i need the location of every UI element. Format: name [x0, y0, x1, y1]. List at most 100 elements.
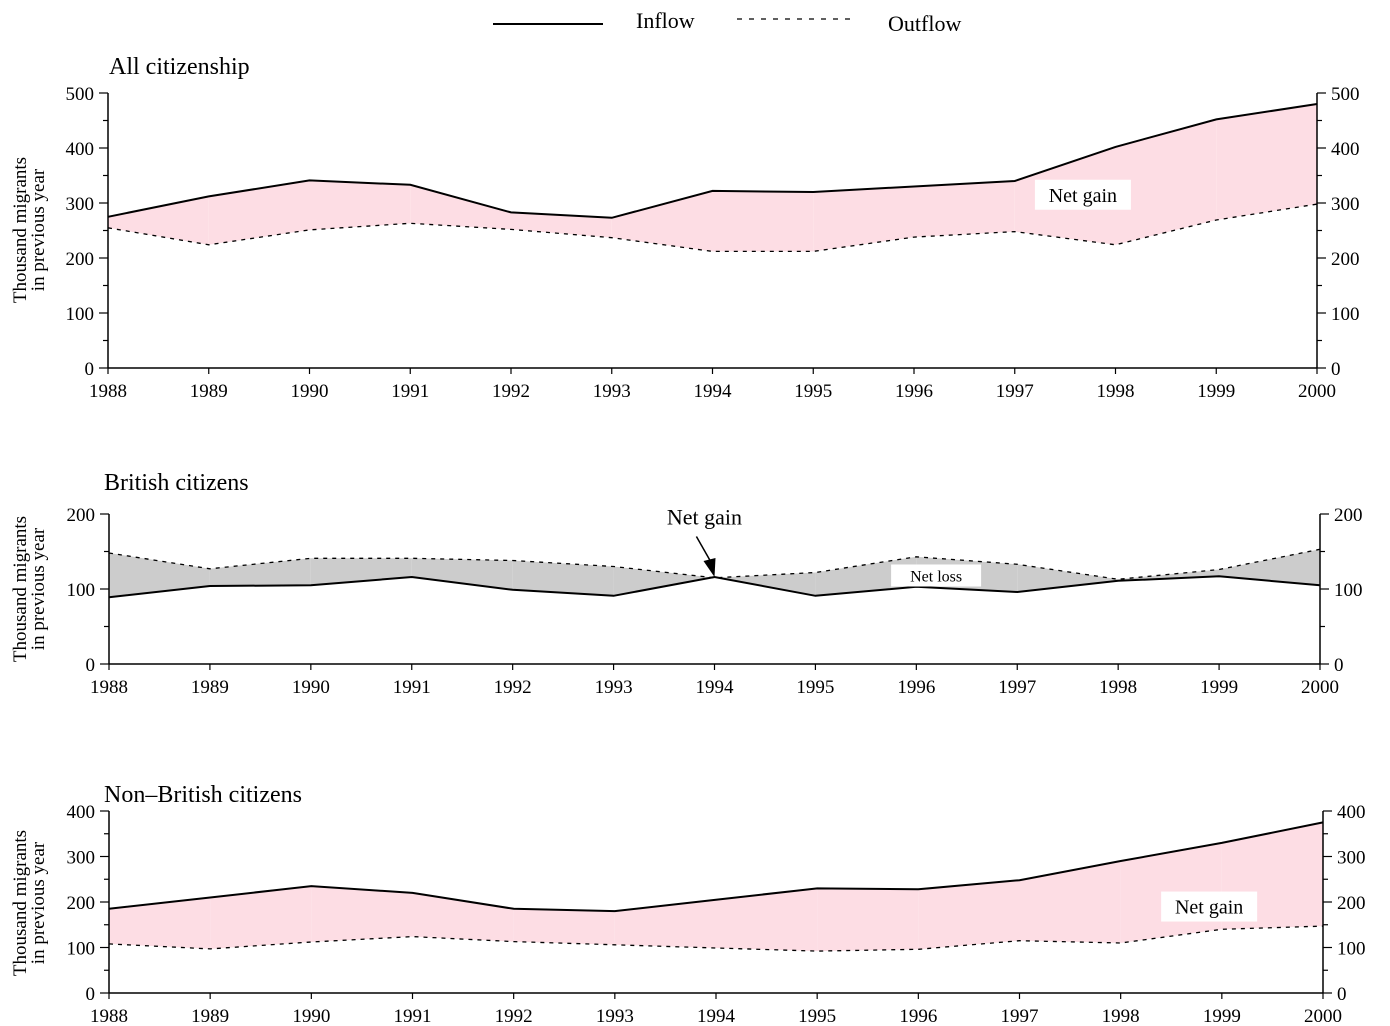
- x-tick-label: 1991: [394, 1006, 432, 1026]
- legend-inflow-label: Inflow: [636, 8, 695, 33]
- x-tick-label: 1990: [291, 381, 329, 402]
- net-gain-area: [614, 899, 716, 948]
- y-axis-title-line: in previous year: [28, 841, 49, 964]
- x-tick-label: 1995: [794, 381, 832, 402]
- y-axis-title-line: in previous year: [28, 527, 49, 650]
- net-loss-area: [717, 572, 816, 596]
- y-tick-label-right: 200: [1334, 505, 1363, 526]
- y-axis-title-line: in previous year: [28, 168, 49, 291]
- x-tick-label: 1990: [292, 1006, 330, 1026]
- y-tick-label-right: 300: [1337, 848, 1366, 869]
- x-tick-label: 1999: [1203, 1006, 1241, 1026]
- y-tick-label-left: 300: [66, 194, 95, 215]
- y-tick-label-left: 0: [85, 359, 95, 380]
- net-gain-area: [311, 886, 413, 943]
- y-tick-label-left: 100: [66, 304, 95, 325]
- panel-title: Non–British citizens: [104, 782, 302, 808]
- y-tick-label-right: 100: [1331, 304, 1360, 325]
- net-gain-area: [513, 908, 615, 945]
- annotation-label: Net gain: [1175, 897, 1243, 919]
- x-tick-label: 1994: [696, 677, 735, 698]
- net-loss-area: [815, 556, 917, 596]
- net-loss-area: [512, 560, 614, 596]
- x-tick-label: 1989: [190, 381, 228, 402]
- y-tick-label-right: 0: [1331, 359, 1341, 380]
- y-tick-label-left: 400: [66, 139, 95, 160]
- x-tick-label: 1988: [89, 381, 127, 402]
- y-tick-label-left: 200: [66, 249, 95, 270]
- x-tick-label: 1996: [899, 1006, 937, 1026]
- y-tick-label-right: 100: [1334, 580, 1363, 601]
- net-loss-area: [109, 553, 210, 598]
- x-tick-label: 2000: [1301, 677, 1339, 698]
- net-gain-area: [611, 190, 713, 252]
- y-tick-label-left: 200: [67, 893, 96, 914]
- x-tick-label: 1998: [1097, 381, 1135, 402]
- x-tick-label: 1993: [593, 381, 631, 402]
- y-tick-label-left: 100: [67, 939, 96, 960]
- x-tick-label: 1988: [90, 677, 128, 698]
- x-tick-label: 2000: [1304, 1006, 1342, 1026]
- annotation-label: Net loss: [910, 569, 962, 586]
- y-tick-label-right: 200: [1331, 249, 1360, 270]
- net-gain-area: [813, 186, 914, 252]
- net-gain-area: [712, 190, 814, 252]
- annotation-box: [1161, 891, 1258, 922]
- x-tick-label: 1989: [191, 1006, 229, 1026]
- y-tick-label-left: 400: [67, 802, 96, 823]
- x-tick-label: 1993: [595, 677, 633, 698]
- net-gain-area: [1115, 119, 1217, 245]
- y-tick-label-right: 200: [1337, 893, 1366, 914]
- y-tick-label-right: 500: [1331, 84, 1360, 105]
- x-tick-label: 1991: [391, 381, 429, 402]
- annotation-box: [891, 564, 982, 587]
- panel-title: British citizens: [104, 470, 249, 496]
- x-tick-label: 1999: [1200, 677, 1238, 698]
- y-tick-label-right: 400: [1331, 139, 1360, 160]
- panel-1: 0 0 100 100 200 200 300 300 400 400 500 500 1988 1989…: [10, 54, 1360, 402]
- x-tick-label: 1999: [1197, 381, 1235, 402]
- legend: Inflow Outflow: [493, 8, 961, 36]
- x-tick-label: 1995: [796, 677, 834, 698]
- x-tick-label: 1996: [897, 677, 935, 698]
- y-tick-label-right: 300: [1331, 194, 1360, 215]
- panel-3: 0 0 100 100 200 200 300 300 400 400 1988 1989 1990 19…: [10, 782, 1366, 1026]
- y-axis-title: Thousand migrantsin previous year: [10, 157, 49, 303]
- net-loss-area: [1017, 564, 1119, 592]
- net-gain-area: [817, 888, 919, 952]
- net-gain-area: [716, 888, 818, 952]
- y-tick-label-left: 500: [66, 84, 95, 105]
- net-gain-area: [309, 180, 411, 230]
- x-tick-label: 1991: [393, 677, 431, 698]
- y-axis-title-line: Thousand migrants: [10, 516, 31, 662]
- annotation-arrow-head: [703, 558, 716, 577]
- net-gain-area: [1216, 104, 1317, 221]
- panel-title: All citizenship: [109, 54, 250, 80]
- net-loss-area: [411, 558, 513, 590]
- x-tick-label: 1992: [495, 1006, 533, 1026]
- x-tick-label: 1988: [90, 1006, 128, 1026]
- y-tick-label-left: 0: [86, 984, 96, 1005]
- inflow-line: [108, 821, 1324, 913]
- x-tick-label: 1998: [1099, 677, 1137, 698]
- net-gain-area: [208, 180, 310, 245]
- net-gain-area: [108, 196, 209, 245]
- y-tick-label-right: 100: [1337, 939, 1366, 960]
- net-gain-area: [511, 212, 612, 238]
- annotation-label: Net gain: [1049, 185, 1117, 207]
- y-axis-title: Thousand migrantsin previous year: [10, 516, 49, 662]
- y-tick-label-right: 0: [1334, 655, 1344, 676]
- net-loss-area: [613, 566, 712, 596]
- x-tick-label: 1994: [697, 1006, 736, 1026]
- annotation-label: Net gain: [667, 505, 742, 530]
- annotation-box: [1034, 179, 1131, 210]
- legend-outflow-label: Outflow: [888, 11, 961, 36]
- x-tick-label: 1997: [998, 677, 1036, 698]
- y-tick-label-left: 300: [67, 848, 96, 869]
- x-tick-label: 1994: [694, 381, 733, 402]
- x-tick-label: 1992: [492, 381, 530, 402]
- y-axis-title: Thousand migrantsin previous year: [10, 830, 49, 976]
- y-axis-title-line: Thousand migrants: [10, 830, 31, 976]
- x-tick-label: 2000: [1298, 381, 1336, 402]
